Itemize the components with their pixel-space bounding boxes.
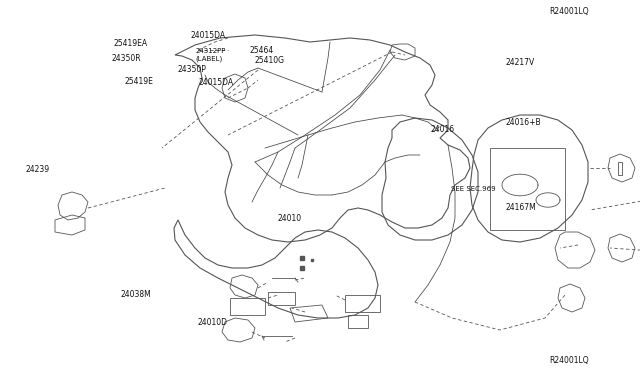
Text: SEE SEC.969: SEE SEC.969 [451,186,496,192]
Text: 24015DA: 24015DA [191,31,226,40]
Text: 24010: 24010 [277,214,301,223]
Text: 24016: 24016 [430,125,454,134]
Text: 24010D: 24010D [197,318,227,327]
Text: 24038M: 24038M [120,291,151,299]
Text: 24167M: 24167M [506,203,536,212]
Text: 25464: 25464 [250,46,274,55]
Text: 25419E: 25419E [125,77,154,86]
Text: 24217V: 24217V [506,58,535,67]
Text: 25410G: 25410G [255,56,285,65]
Text: R24001LQ: R24001LQ [549,7,589,16]
Text: R24001LQ: R24001LQ [549,356,589,365]
Text: 24312PP
(LABEL): 24312PP (LABEL) [195,48,225,62]
Text: 24239: 24239 [26,165,50,174]
Text: 25419EA: 25419EA [114,39,148,48]
Text: 24350R: 24350R [112,54,141,63]
Text: 24015DA: 24015DA [198,78,234,87]
Text: 24350P: 24350P [178,65,207,74]
Text: 24016+B: 24016+B [506,118,541,127]
